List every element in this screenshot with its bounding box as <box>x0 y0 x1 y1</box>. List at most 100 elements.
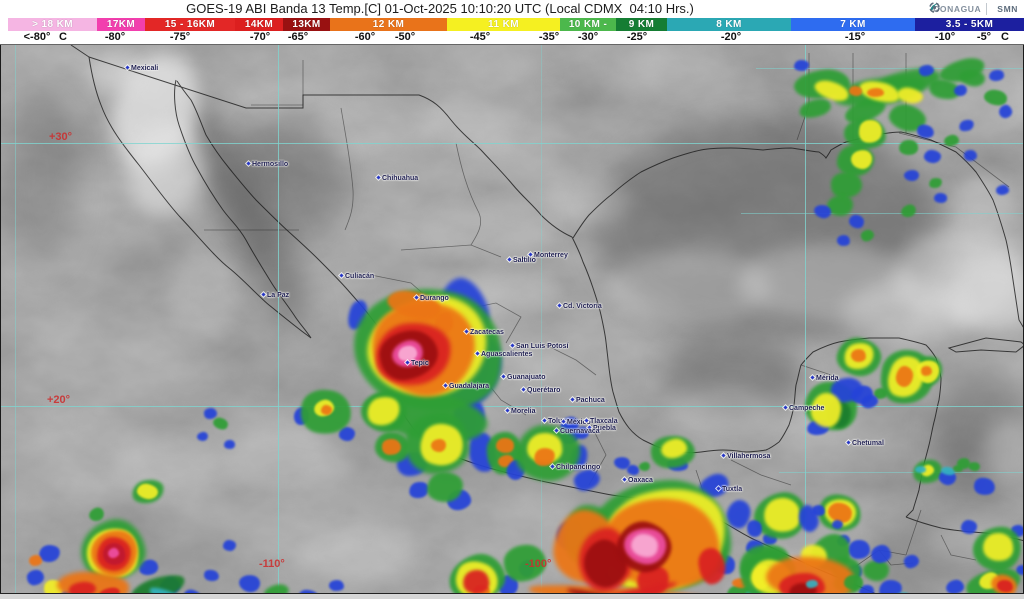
city-label: Culiacán <box>337 271 374 280</box>
city-marker-icon <box>505 255 514 264</box>
temp-tick: -70° <box>249 31 271 43</box>
title-bar: GOES-19 ABI Banda 13 Temp.[C] 01-Oct-202… <box>0 0 1024 18</box>
white-cloud-patch <box>543 178 631 224</box>
white-cloud-patch <box>894 228 1022 326</box>
city-marker-icon <box>719 451 728 460</box>
city-label: Guanajuato <box>499 372 546 381</box>
city-marker-icon <box>374 173 383 182</box>
temp-tick: -10° <box>934 31 956 43</box>
logo-divider <box>986 3 988 15</box>
scale-segment: 7 KM <box>791 18 915 31</box>
white-cloud-patch <box>606 250 771 325</box>
city-marker-icon <box>552 426 561 435</box>
city-label: Chihuahua <box>374 173 418 182</box>
storm-cell-orange <box>867 88 884 97</box>
scale-segment: 14KM <box>235 18 283 31</box>
graticule-horizontal <box>756 68 1023 69</box>
city-label: Saltillo <box>505 255 536 264</box>
city-label: Mérida <box>808 373 839 382</box>
map-top-border <box>0 44 1024 45</box>
city-marker-icon <box>714 484 723 493</box>
temp-tick: -30° <box>577 31 599 43</box>
temp-tick: -45° <box>469 31 491 43</box>
graticule-vertical <box>278 45 279 593</box>
city-label: Durango <box>412 293 449 302</box>
white-cloud-patch <box>316 103 441 155</box>
scale-bar: > 18 KM 17KM 15 - 16KM 14KM 13KM 12 KM 11 KM 10… <box>0 18 1024 31</box>
city-label: Aguascalientes <box>473 349 532 358</box>
white-cloud-patch <box>113 438 221 494</box>
graticule-horizontal <box>741 213 1023 214</box>
city-marker-icon <box>540 416 549 425</box>
page-title: GOES-19 ABI Banda 13 Temp.[C] 01-Oct-202… <box>186 1 694 16</box>
city-marker-icon <box>781 403 790 412</box>
graticule-label: +30° <box>49 131 73 143</box>
city-marker-icon <box>559 417 568 426</box>
temp-tick: -25° <box>626 31 648 43</box>
graticule-label: -110° <box>259 558 285 570</box>
storm-cell-green <box>874 388 887 399</box>
temp-tick: -80° <box>104 31 126 43</box>
temp-tick: -15° <box>844 31 866 43</box>
white-cloud-patch <box>844 278 972 344</box>
city-marker-icon <box>582 416 591 425</box>
city-marker-icon <box>548 462 557 471</box>
scale-segment: 8 KM <box>667 18 791 31</box>
smn-label: SMN <box>997 4 1018 14</box>
storm-cell-orange <box>29 555 42 566</box>
graticule-horizontal <box>779 472 1023 473</box>
city-marker-icon <box>808 373 817 382</box>
white-cloud-patch <box>951 175 1019 233</box>
temp-tick: -75° <box>169 31 191 43</box>
scale-segment: 10 KM - <box>560 18 616 31</box>
storm-cell-green <box>843 574 864 591</box>
graticule-vertical <box>15 45 16 593</box>
city-label: Tepic <box>403 358 429 367</box>
city-label: Cuernavaca <box>552 426 600 435</box>
city-marker-icon <box>526 250 535 259</box>
city-label: Campeche <box>781 403 824 412</box>
temp-tick: -20° <box>720 31 742 43</box>
temp-tick: -65° <box>287 31 309 43</box>
white-cloud-patch <box>223 428 351 494</box>
storm-cell-blue <box>933 192 948 204</box>
temp-tick: -35° <box>538 31 560 43</box>
graticule-horizontal <box>1 143 1023 144</box>
scale-segment: 3.5 - 5KM <box>915 18 1024 31</box>
white-cloud-patch <box>984 418 1023 484</box>
graticule-vertical <box>805 45 806 593</box>
city-label: Zacatecas <box>462 327 504 336</box>
city-label: Chilpancingo <box>548 462 600 471</box>
storm-cell-orange <box>495 437 515 454</box>
city-label: Chetumal <box>844 438 884 447</box>
temp-tick: <-80° <box>23 31 51 43</box>
city-label: Monterrey <box>526 250 568 259</box>
temp-tick: C <box>59 31 67 43</box>
storm-cell-blue <box>903 169 920 182</box>
storm-cell-green <box>862 559 890 582</box>
storm-cell-teal <box>914 465 927 474</box>
city-marker-icon <box>568 395 577 404</box>
city-marker-icon <box>259 290 268 299</box>
bottom-strip <box>0 593 1024 599</box>
storm-cell-orange <box>848 85 863 97</box>
scale-segment: 9 KM <box>616 18 667 31</box>
scale-segment: 17KM <box>97 18 145 31</box>
city-marker-icon <box>123 63 132 72</box>
scale-segment: 11 KM <box>447 18 560 31</box>
graticule-label: +20° <box>47 394 71 406</box>
city-marker-icon <box>462 327 471 336</box>
city-marker-icon <box>519 385 528 394</box>
temp-tick: -50° <box>394 31 416 43</box>
white-cloud-patch <box>169 248 237 336</box>
city-label: Tlaxcala <box>582 416 618 425</box>
city-label: Hermosillo <box>244 159 288 168</box>
city-label: Querétaro <box>519 385 560 394</box>
white-cloud-patch <box>289 528 417 584</box>
storm-cell-orange <box>430 438 447 453</box>
white-cloud-patch <box>611 53 736 95</box>
city-marker-icon <box>403 358 412 367</box>
satellite-map: +30° +20° -110° -100° Mexicali Hermosillo Chi… <box>0 45 1024 593</box>
city-label: San Luis Potosí <box>508 341 569 350</box>
